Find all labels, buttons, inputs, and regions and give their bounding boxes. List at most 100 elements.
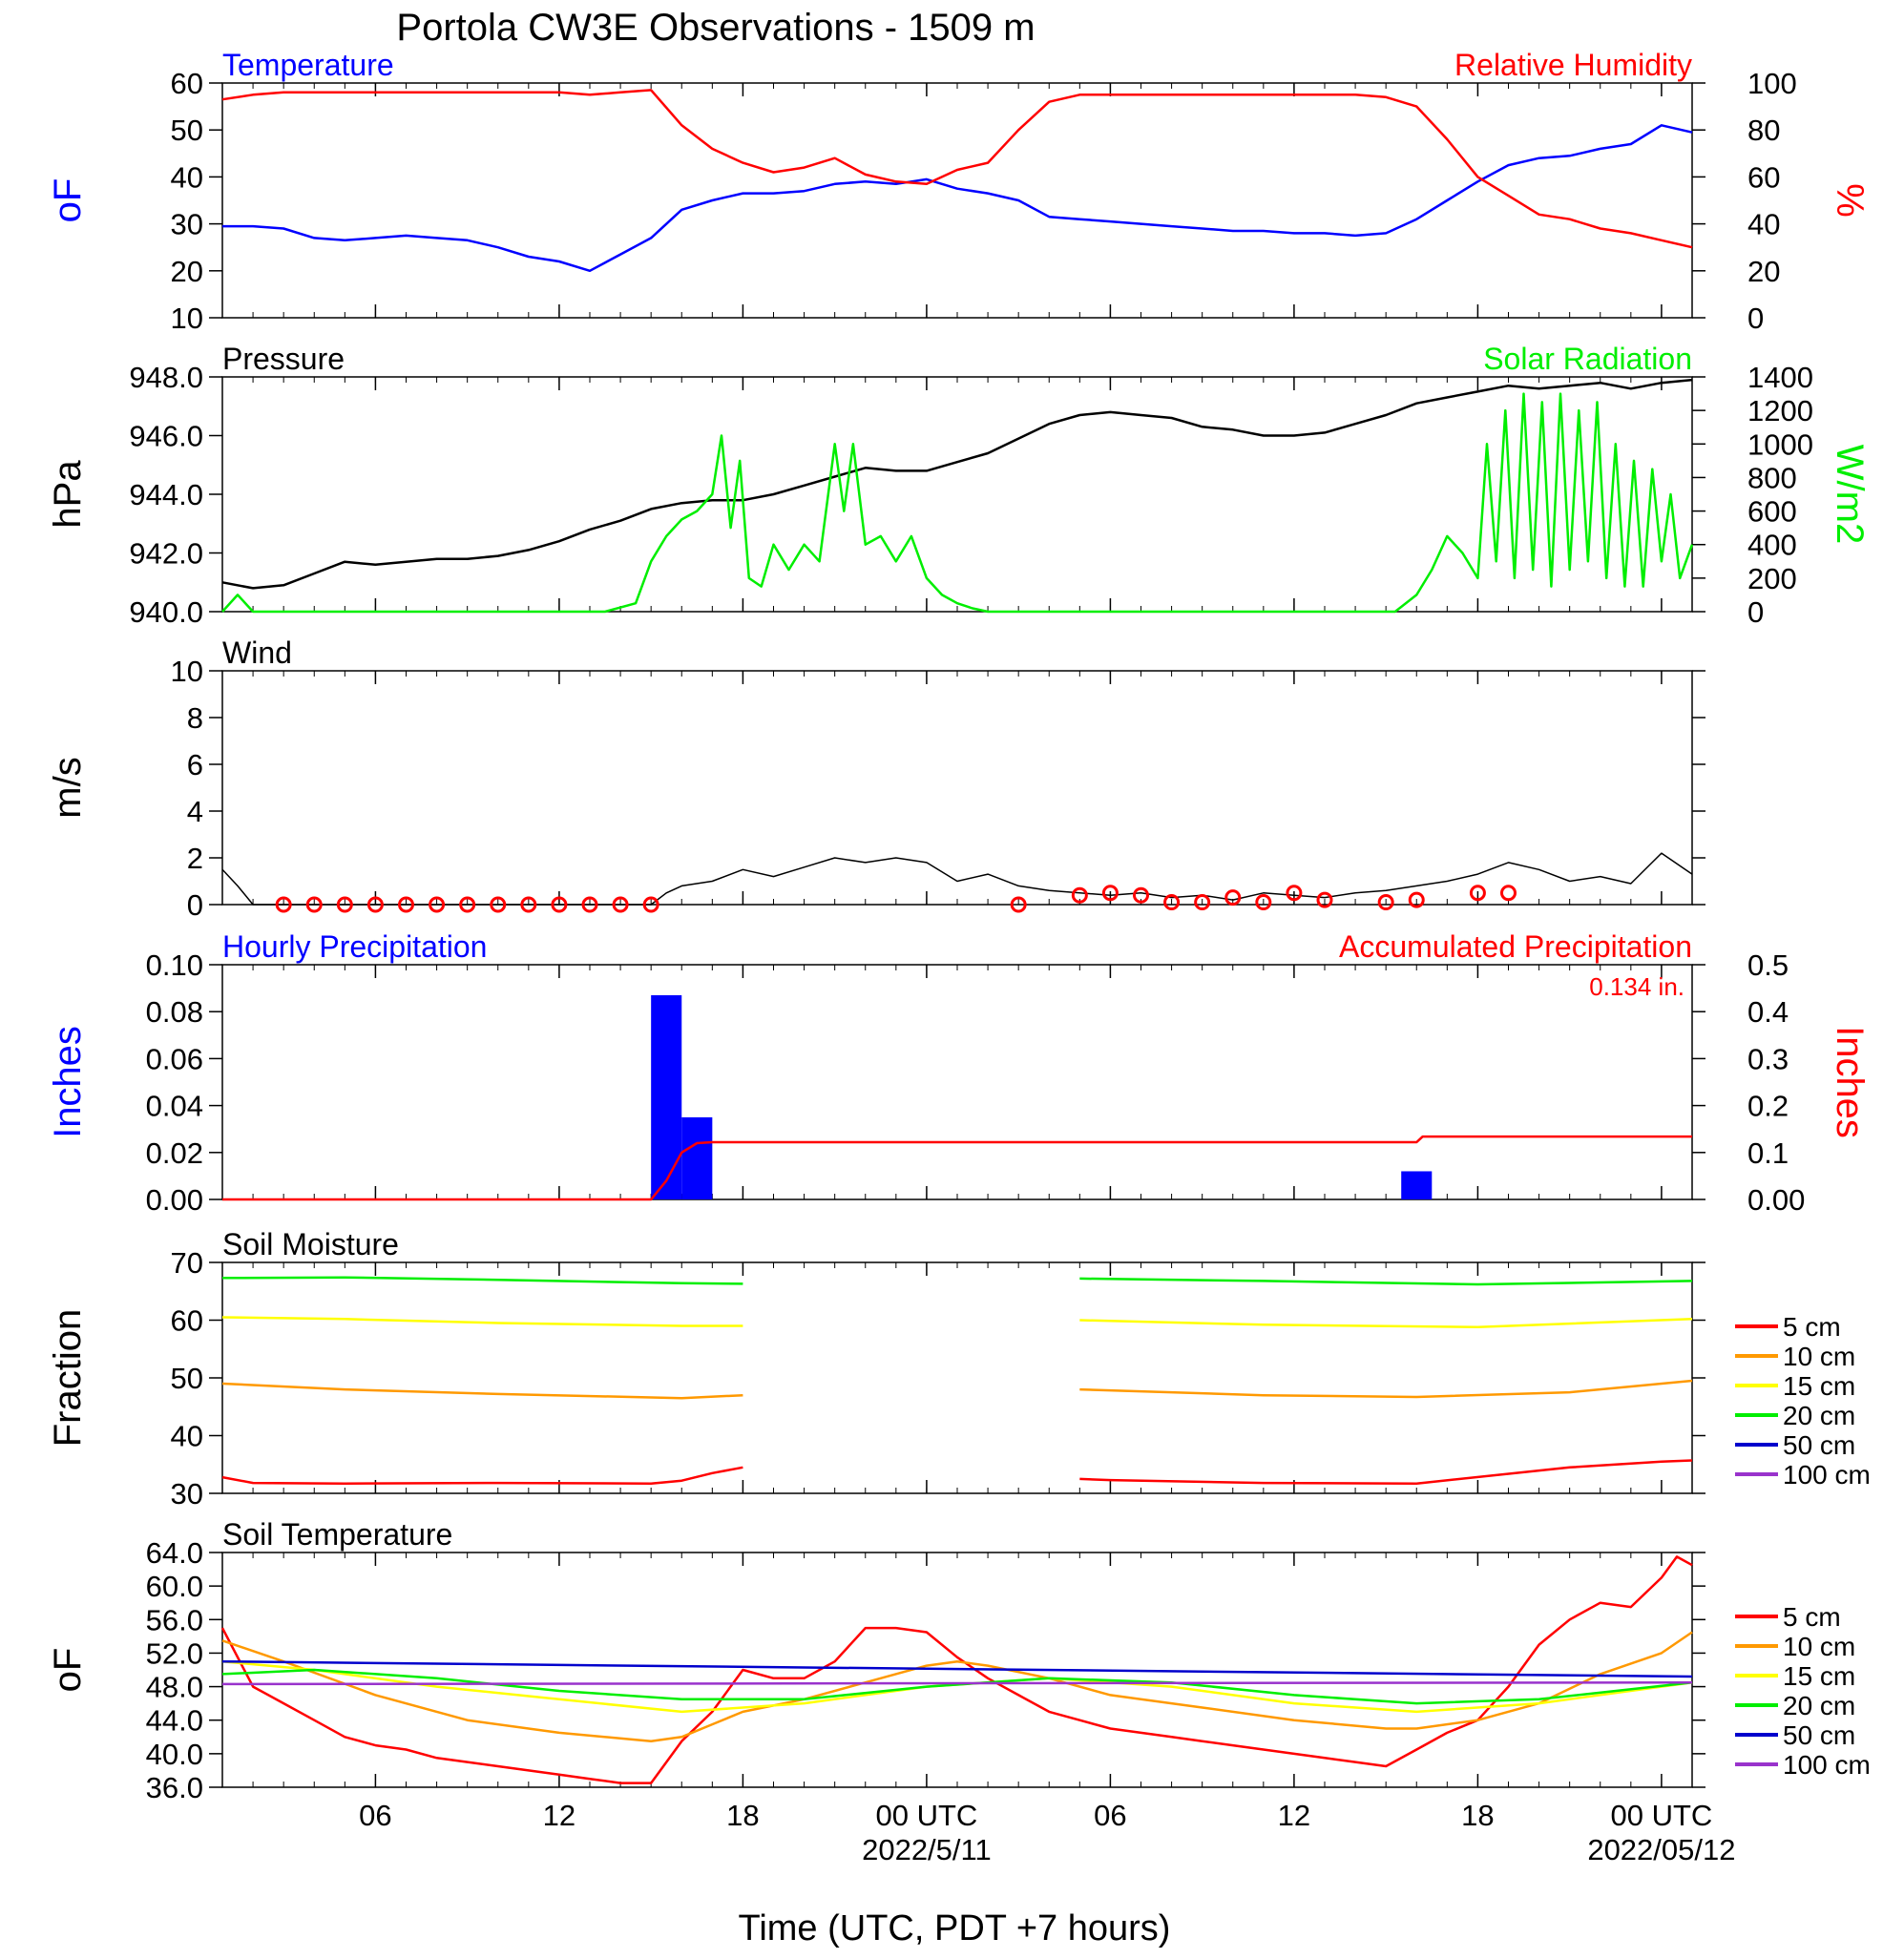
- x-tick-label: 00 UTC: [876, 1799, 978, 1832]
- y-tick-label: 0.08: [146, 995, 203, 1029]
- y2-tick-label: 0.1: [1747, 1136, 1789, 1170]
- panel-title-left: Wind: [222, 636, 292, 670]
- plot-frame: [221, 376, 1693, 613]
- y-tick-label: 10: [171, 655, 203, 688]
- wind-calm-marker: [429, 896, 446, 913]
- chart-title: Portola CW3E Observations - 1509 m: [396, 7, 1035, 49]
- y2-tick-label: 600: [1747, 495, 1797, 529]
- series-line-solar: [221, 392, 1694, 614]
- precip-bar: [651, 994, 682, 1199]
- y2-tick-label: 400: [1747, 529, 1797, 562]
- wind-calm-marker: [581, 896, 598, 913]
- wind-calm-marker: [1101, 885, 1119, 902]
- wind-calm-marker: [1469, 885, 1486, 902]
- y-tick-label: 60: [171, 1304, 203, 1338]
- y-tick-label: 44.0: [146, 1704, 203, 1738]
- series-line-d15: [221, 1316, 1693, 1329]
- legend-label: 50 cm: [1783, 1430, 1855, 1460]
- y2-tick-label: 0.4: [1747, 995, 1789, 1029]
- y2-tick-label: 80: [1747, 114, 1780, 147]
- y-tick-label: 40: [171, 160, 203, 194]
- y-tick-label: 2: [187, 842, 203, 875]
- y2-tick-label: 0.2: [1747, 1090, 1789, 1123]
- y-tick-label: 0.00: [146, 1183, 203, 1217]
- x-tick-label: 12: [1278, 1799, 1310, 1832]
- y2-axis-label: Inches: [1829, 1026, 1871, 1138]
- y-axis-label: Inches: [47, 1026, 89, 1138]
- panel-title-left: Soil Temperature: [222, 1517, 452, 1552]
- panel-title-left: Soil Moisture: [222, 1227, 399, 1261]
- wind-calm-marker: [336, 896, 353, 913]
- x-tick-date-label: 2022/05/12: [1587, 1833, 1735, 1866]
- y2-tick-label: 0.00: [1747, 1183, 1805, 1217]
- y2-tick-label: 0.3: [1747, 1042, 1789, 1075]
- y2-tick-label: 800: [1747, 461, 1797, 494]
- legend-label: 15 cm: [1783, 1661, 1855, 1691]
- wind-calm-marker: [459, 896, 476, 913]
- series-line-d5: [220, 1555, 1693, 1784]
- plot-frame: [221, 82, 1693, 319]
- y-tick-label: 944.0: [129, 478, 203, 511]
- y-axis-label: oF: [47, 1648, 89, 1693]
- wind-calm-marker: [1163, 894, 1181, 911]
- x-tick-date-label: 2022/5/11: [862, 1833, 992, 1866]
- y-tick-label: 942.0: [129, 537, 203, 571]
- legend-label: 10 cm: [1783, 1632, 1855, 1661]
- y-tick-label: 40.0: [146, 1738, 203, 1771]
- panel-title-left: Temperature: [222, 48, 394, 82]
- y-tick-label: 50: [171, 114, 203, 147]
- panel-soil_temperature: 36.040.044.048.052.056.060.064.0 Soil Tem…: [47, 1517, 1871, 1804]
- precip-bar: [1401, 1171, 1433, 1199]
- wind-calm-marker: [551, 896, 568, 913]
- y-tick-label: 52.0: [146, 1636, 203, 1670]
- y-tick-label: 50: [171, 1362, 203, 1395]
- wind-calm-marker: [1194, 894, 1211, 911]
- x-tick-label: 06: [359, 1799, 391, 1832]
- series-line-d20: [221, 1276, 1693, 1286]
- legend-label: 20 cm: [1783, 1691, 1855, 1720]
- plot-frame: [221, 1261, 1693, 1494]
- y-tick-label: 10: [171, 302, 203, 335]
- series-line-humidity: [221, 89, 1693, 249]
- x-tick-label: 00 UTC: [1611, 1799, 1713, 1832]
- panel-title-right: Relative Humidity: [1454, 48, 1692, 82]
- y-tick-label: 40: [171, 1420, 203, 1453]
- panel-title-left: Pressure: [222, 342, 345, 376]
- wind-calm-marker: [1071, 886, 1088, 904]
- y-tick-label: 56.0: [146, 1603, 203, 1636]
- wind-calm-marker: [1255, 894, 1272, 911]
- series-line-d5: [221, 1459, 1693, 1485]
- y2-tick-label: 60: [1747, 160, 1780, 194]
- x-tick-label: 18: [726, 1799, 759, 1832]
- series-line-precip_accum: [222, 1135, 1692, 1201]
- y-tick-label: 30: [171, 208, 203, 241]
- plot-frame: [221, 964, 1693, 1200]
- wind-calm-marker: [1133, 886, 1149, 904]
- y-tick-label: 6: [187, 748, 203, 782]
- y-tick-label: 30: [171, 1477, 203, 1511]
- y2-tick-label: 20: [1747, 255, 1780, 288]
- series-line-d100: [221, 1680, 1693, 1686]
- y-tick-label: 8: [187, 701, 203, 735]
- precip-bar: [681, 1116, 713, 1199]
- y2-tick-label: 1000: [1747, 427, 1813, 461]
- y2-axis-label: %: [1829, 183, 1871, 218]
- x-tick-label: 12: [543, 1799, 575, 1832]
- series-line-d10: [221, 1631, 1693, 1742]
- series-line-wind: [221, 852, 1693, 906]
- accumulated-total-label: 0.134 in.: [1589, 972, 1684, 1001]
- y2-tick-label: 40: [1747, 208, 1780, 241]
- y-tick-label: 0.02: [146, 1136, 203, 1170]
- wind-calm-marker: [520, 896, 537, 913]
- y2-tick-label: 0: [1747, 302, 1764, 335]
- y-tick-label: 70: [171, 1246, 203, 1280]
- legend-label: 5 cm: [1783, 1602, 1841, 1632]
- y-tick-label: 64.0: [146, 1536, 203, 1570]
- series-line-d20: [221, 1668, 1693, 1705]
- y2-tick-label: 1200: [1747, 394, 1813, 427]
- y-tick-label: 0.04: [146, 1090, 203, 1123]
- x-tick-label: 18: [1461, 1799, 1494, 1832]
- y-axis-label: oF: [47, 178, 89, 223]
- wind-calm-marker: [366, 896, 384, 913]
